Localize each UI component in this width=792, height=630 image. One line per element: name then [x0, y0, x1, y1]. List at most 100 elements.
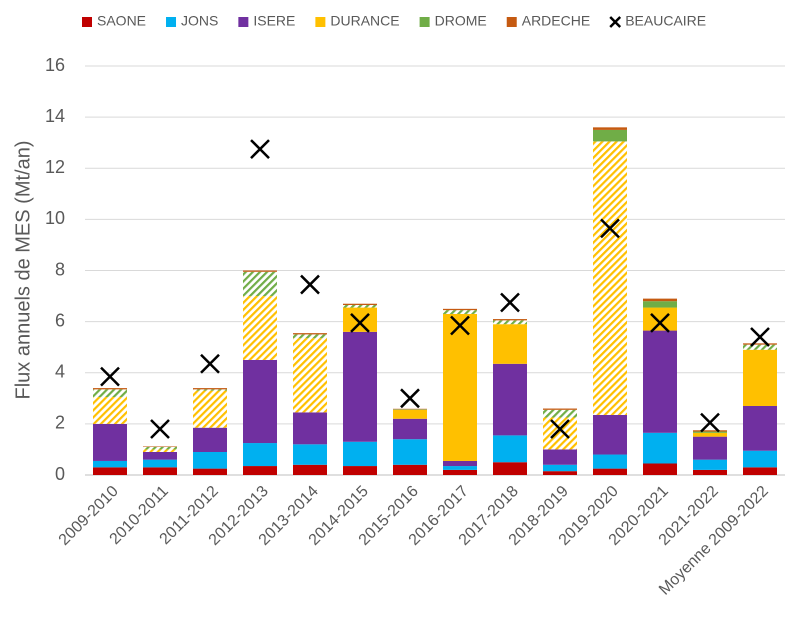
bar-segment [643, 463, 677, 475]
bar-segment [243, 466, 277, 475]
bar-segment [293, 412, 327, 445]
scatter-point [500, 292, 520, 313]
y-tick-label: 8 [55, 259, 65, 279]
bar-segment [493, 435, 527, 463]
bar-segment [193, 468, 227, 475]
y-tick-label: 16 [45, 55, 65, 75]
legend-label: ARDECHE [522, 13, 590, 29]
bar-segment [643, 432, 677, 464]
legend-swatch [238, 17, 249, 27]
scatter-point [250, 139, 270, 159]
bar-segment [593, 129, 627, 142]
bar-segment [543, 417, 577, 450]
bar-segment [243, 359, 277, 444]
bar-segment [643, 307, 677, 331]
scatter-point [700, 412, 720, 433]
legend-swatch [82, 17, 92, 27]
bar-segment [193, 389, 227, 391]
bar-segment [643, 301, 677, 308]
bar-segment [493, 320, 527, 325]
bar-segment [343, 441, 377, 467]
bar-segment [393, 439, 427, 465]
bar-segment [193, 390, 227, 428]
bar-segment [93, 397, 127, 424]
bar-segment [443, 310, 477, 314]
bar-segment [143, 446, 177, 450]
bar-segment [643, 330, 677, 433]
bar-segment [543, 449, 577, 465]
bar-segment [693, 459, 727, 470]
bar-segment [743, 349, 777, 406]
bar-segment [293, 464, 327, 475]
bar-segment [593, 127, 627, 130]
bar-segment [693, 436, 727, 460]
bar-segment [93, 389, 127, 398]
bar-segment [143, 467, 177, 475]
scatter-point [300, 274, 320, 295]
bar-segment [693, 431, 727, 433]
scatter-point [200, 353, 220, 374]
bar-segment [143, 446, 177, 447]
bar-segment [293, 338, 327, 413]
bar-segment [593, 141, 627, 415]
bar-segment [193, 388, 227, 390]
bar-segment [343, 303, 377, 306]
bar-segment [593, 454, 627, 469]
bar-segment [543, 408, 577, 410]
y-tick-label: 6 [55, 310, 65, 330]
bar-segment [493, 324, 527, 364]
bar-segment [393, 464, 427, 475]
bar-segment [443, 460, 477, 467]
bar-segment [143, 459, 177, 468]
bar-segment [393, 409, 427, 419]
bar-segment [243, 270, 277, 272]
bar-segment [343, 305, 377, 308]
y-tick-label: 12 [45, 157, 65, 177]
scatter-point [350, 313, 370, 333]
bar-segment [243, 271, 277, 297]
legend-swatch [506, 17, 517, 27]
bar-segment [693, 469, 727, 475]
y-tick-label: 4 [55, 362, 65, 382]
scatter-point [100, 366, 120, 387]
bar-segment [293, 333, 327, 335]
scatter-point [650, 313, 670, 333]
legend-label: DURANCE [330, 13, 399, 29]
bar-segment [343, 307, 377, 332]
bar-segment [93, 388, 127, 390]
bar-segment [743, 450, 777, 468]
bar-segment [693, 432, 727, 437]
y-tick-label: 14 [45, 106, 65, 126]
bar-segment [243, 443, 277, 467]
bar-segment [143, 451, 177, 460]
bar-segment [743, 344, 777, 350]
bar-segment [743, 467, 777, 475]
y-tick-label: 0 [55, 464, 65, 484]
bar-segment [543, 464, 577, 472]
scatter-point [450, 315, 470, 336]
bar-segment [193, 451, 227, 469]
bar-segment [93, 423, 127, 461]
bar-segment [93, 460, 127, 468]
scatter-point [600, 218, 620, 239]
bar-segment [443, 466, 477, 470]
y-axis-title: Flux annuels de MES (Mt/an) [12, 141, 34, 400]
bar-segment [593, 414, 627, 455]
bar-segment [193, 427, 227, 452]
legend-label: JONS [181, 13, 218, 29]
bar-segment [443, 469, 477, 475]
bar-segment [293, 444, 327, 465]
legend-label: BEAUCAIRE [625, 13, 706, 29]
bar-segment [593, 468, 627, 475]
bar-segment [393, 418, 427, 440]
bar-segment [493, 363, 527, 436]
legend-marker [609, 16, 622, 28]
bar-segment [743, 343, 777, 345]
legend-label: SAONE [97, 13, 146, 29]
scatter-point [400, 388, 420, 409]
legend-swatch [166, 17, 177, 27]
bar-segment [243, 296, 277, 360]
bar-segment [393, 409, 427, 410]
legend-swatch [315, 17, 326, 27]
bar-segment [493, 462, 527, 475]
